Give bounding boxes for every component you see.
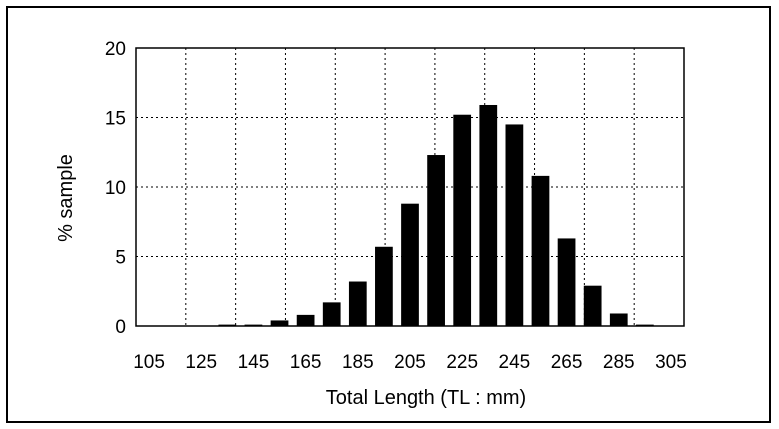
x-tick-label: 305 [655,352,687,373]
bar-215 [427,155,445,326]
x-tick-label: 125 [185,352,217,373]
chart-frame: 0 5 10 15 20 105 125 145 165 185 205 225 245 265 285 3… [6,6,771,423]
bar-245 [505,124,524,326]
bar-195 [375,246,393,326]
x-tick-label: 225 [446,352,478,373]
y-tick-label: 0 [115,317,126,338]
bar-235 [479,104,498,327]
bar-175 [322,302,341,326]
bar-225 [453,114,472,326]
x-tick-label: 265 [551,352,583,373]
bar-265 [557,238,576,326]
x-tick-label: 145 [238,352,270,373]
y-axis-ticks: 0 5 10 15 20 [105,39,126,338]
x-tick-label: 185 [342,352,374,373]
bar-285 [609,313,628,326]
x-axis-ticks: 105 125 145 165 185 205 225 245 265 285 305 [133,352,687,373]
x-tick-label: 105 [133,352,165,373]
bar-155 [270,320,289,326]
x-axis-label: Total Length (TL : mm) [326,387,526,409]
bar-255 [531,175,550,326]
y-tick-label: 20 [105,39,126,60]
bar-chart: 0 5 10 15 20 105 125 145 165 185 205 225 245 265 285 3… [55,39,687,409]
bars [218,104,654,327]
x-tick-label: 285 [603,352,635,373]
plot-area [135,47,685,327]
x-tick-label: 205 [394,352,426,373]
y-tick-label: 5 [115,248,126,269]
x-tick-label: 245 [499,352,531,373]
y-tick-label: 10 [105,178,126,199]
bar-275 [583,285,602,326]
y-tick-label: 15 [105,109,126,130]
bar-165 [296,314,315,326]
bar-185 [348,281,367,326]
x-tick-label: 165 [290,352,322,373]
bar-205 [401,203,419,326]
y-axis-label: % sample [55,154,77,242]
